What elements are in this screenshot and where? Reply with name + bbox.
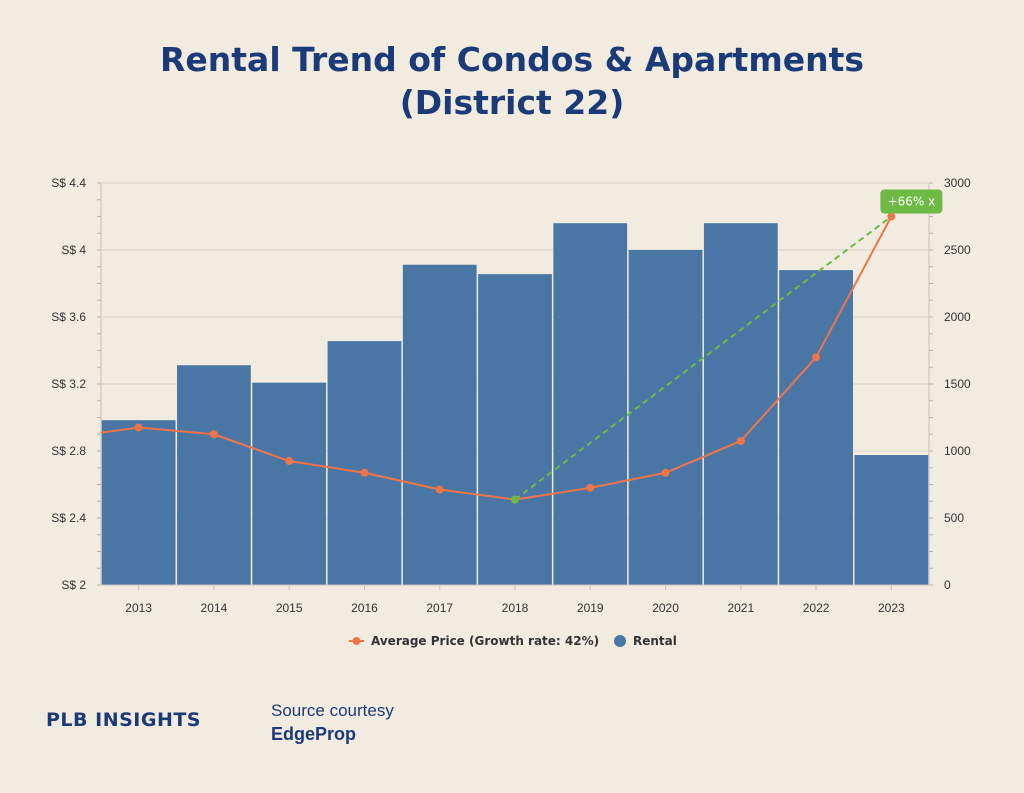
chart-title: Rental Trend of Condos & Apartments (Dis… bbox=[0, 38, 1024, 124]
bar-rental bbox=[553, 223, 628, 585]
point-average-price bbox=[134, 423, 143, 432]
x-axis-tick-label: 2017 bbox=[426, 601, 453, 615]
right-axis-tick-label: 2500 bbox=[944, 243, 971, 257]
left-axis-tick-label: S$ 3.6 bbox=[51, 310, 86, 324]
bar-rental bbox=[779, 270, 853, 585]
x-axis-tick-label: 2021 bbox=[727, 601, 754, 615]
x-axis-tick-label: 2013 bbox=[125, 601, 152, 615]
legend-label-average-price: Average Price (Growth rate: 42%) bbox=[371, 634, 599, 648]
left-axis-tick-label: S$ 2 bbox=[61, 578, 86, 592]
x-axis-tick-label: 2019 bbox=[577, 601, 604, 615]
left-axis-tick-label: S$ 3.2 bbox=[51, 377, 86, 391]
source-credit: Source courtesy EdgeProp bbox=[271, 700, 394, 746]
trend-start-point bbox=[511, 495, 519, 504]
right-axis-tick-label: 3000 bbox=[944, 176, 971, 190]
right-axis-tick-label: 2000 bbox=[944, 310, 971, 324]
bar-rental bbox=[327, 341, 402, 585]
point-average-price bbox=[661, 468, 670, 477]
legend-bar-swatch bbox=[614, 635, 626, 647]
line-average-price bbox=[100, 216, 893, 501]
left-axis-tick-label: S$ 4.4 bbox=[51, 176, 86, 190]
chart-title-line-2: (District 22) bbox=[399, 83, 625, 122]
left-axis-tick-label: S$ 2.8 bbox=[51, 444, 86, 458]
bar-rental bbox=[854, 455, 929, 585]
source-name: EdgeProp bbox=[271, 724, 357, 744]
point-average-price bbox=[435, 485, 444, 494]
trend-badge bbox=[880, 189, 943, 214]
legend-line-marker bbox=[352, 637, 361, 645]
bar-rental bbox=[628, 250, 703, 585]
left-axis-tick-label: S$ 4 bbox=[61, 243, 86, 257]
point-average-price bbox=[360, 468, 369, 477]
right-axis-tick-label: 1500 bbox=[944, 377, 971, 391]
legend-label-rental: Rental bbox=[633, 634, 677, 648]
bar-rental bbox=[703, 223, 778, 585]
right-axis-tick-label: 0 bbox=[944, 578, 951, 592]
source-label: Source courtesy bbox=[271, 701, 394, 720]
bar-rental bbox=[402, 264, 477, 585]
point-average-price bbox=[586, 483, 595, 492]
right-axis-tick-label: 500 bbox=[944, 511, 964, 525]
bar-rental bbox=[252, 382, 327, 585]
x-axis-tick-label: 2015 bbox=[276, 601, 303, 615]
bar-rental bbox=[101, 420, 176, 585]
trend-line bbox=[514, 215, 892, 501]
point-average-price bbox=[285, 457, 294, 466]
x-axis-tick-label: 2014 bbox=[201, 601, 228, 615]
right-axis-tick-label: 1000 bbox=[944, 444, 971, 458]
x-axis-tick-label: 2016 bbox=[351, 601, 378, 615]
x-axis-tick-label: 2020 bbox=[652, 601, 679, 615]
chart-title-line-1: Rental Trend of Condos & Apartments bbox=[159, 40, 865, 79]
point-average-price bbox=[736, 436, 745, 445]
point-average-price bbox=[812, 353, 821, 362]
left-axis-tick-label: S$ 2.4 bbox=[51, 511, 86, 525]
bar-rental bbox=[177, 365, 251, 585]
brand-logo: PLB INSIGHTS bbox=[46, 709, 201, 731]
x-axis-tick-label: 2022 bbox=[803, 601, 830, 615]
trend-badge-label: +66% x bbox=[888, 195, 936, 209]
bar-rental bbox=[478, 274, 552, 585]
point-average-price bbox=[209, 430, 218, 439]
x-axis-tick-label: 2023 bbox=[878, 601, 905, 615]
x-axis-tick-label: 2018 bbox=[502, 601, 529, 615]
